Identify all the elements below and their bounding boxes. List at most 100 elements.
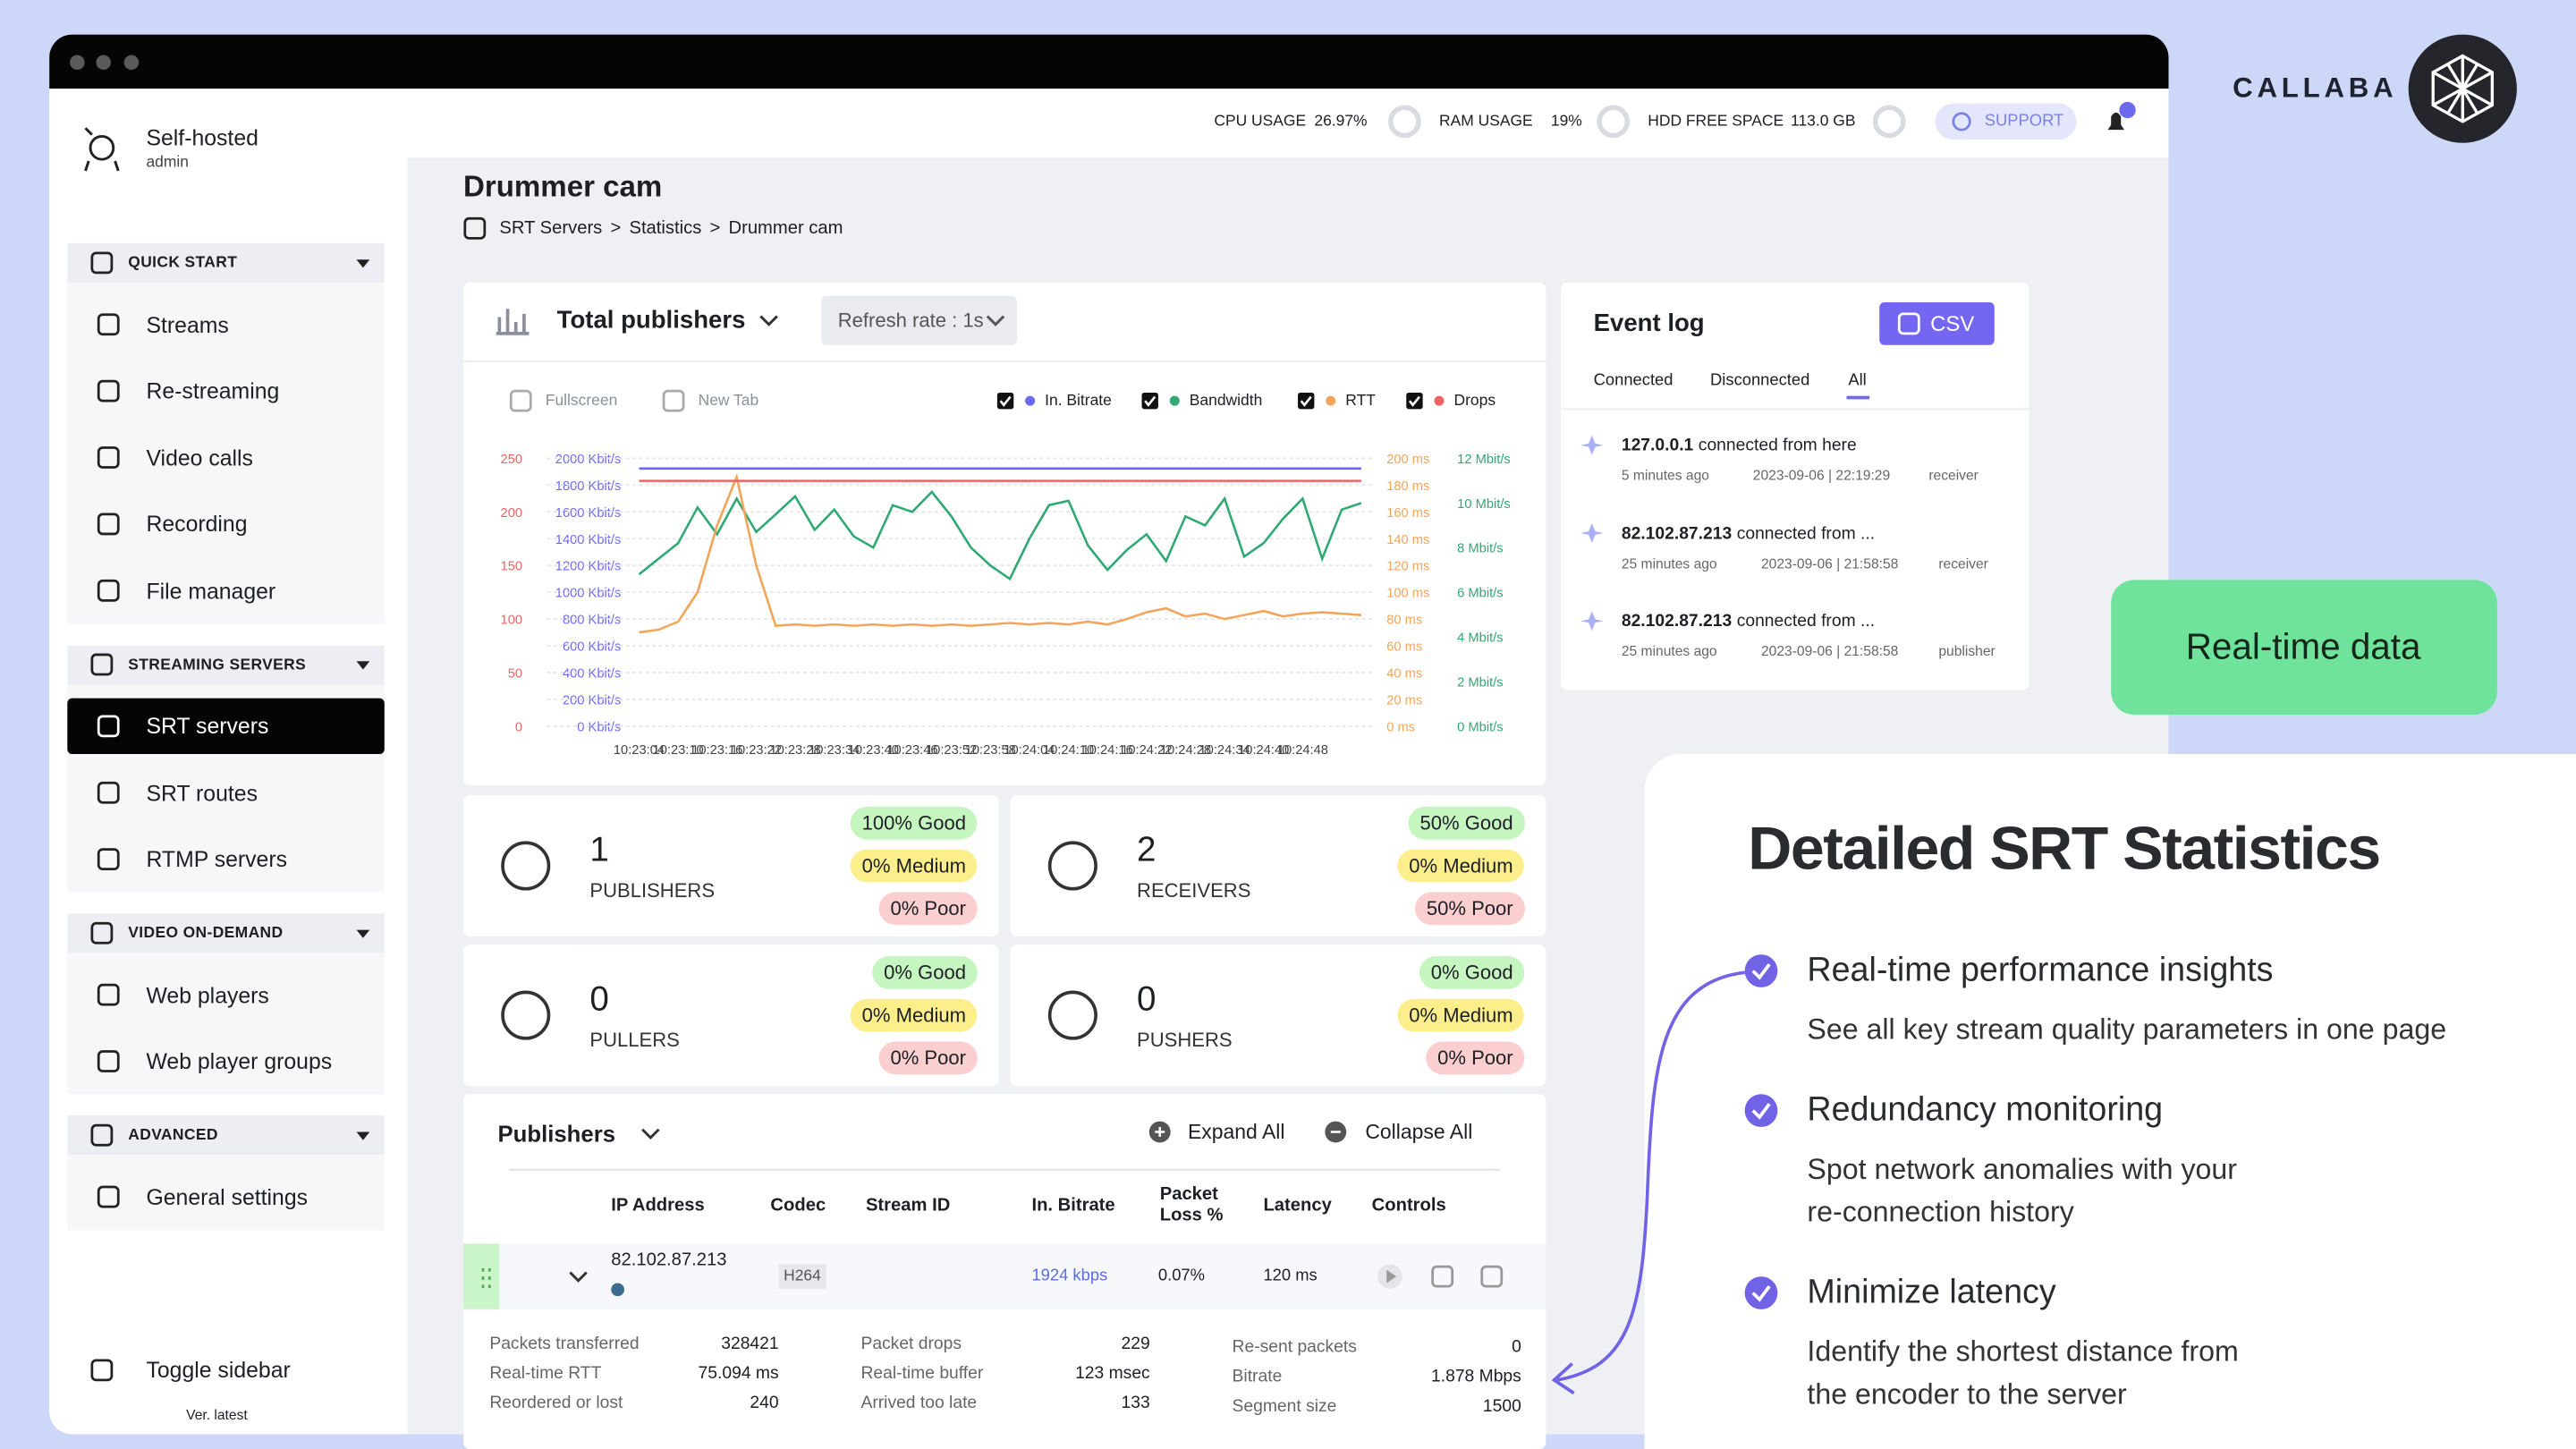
legend-label: RTT [1345, 392, 1376, 411]
section-title: QUICK START [128, 253, 238, 272]
breadcrumb: SRT Servers > Statistics > Drummer cam [499, 218, 843, 238]
detail-value: 240 [750, 1393, 779, 1413]
section-title: ADVANCED [128, 1126, 218, 1145]
event-role: receiver [1938, 554, 1988, 572]
section-items [67, 282, 385, 624]
quality-badge: 100% Good [850, 806, 978, 840]
nav-item: Recording [146, 512, 248, 537]
tick-label: 160 ms [1386, 506, 1429, 521]
x-tick-label: 10:23:22 [731, 743, 782, 758]
icon [1897, 312, 1920, 335]
brand-name: Self-hosted [146, 125, 258, 151]
caret [356, 661, 370, 670]
icon [97, 313, 120, 336]
icon [97, 1050, 120, 1072]
legend-checkbox [996, 392, 1014, 410]
icon [90, 1123, 114, 1147]
sparkle [1580, 611, 1604, 631]
event-tab: All [1848, 372, 1867, 391]
expand-all: Expand All [1187, 1120, 1285, 1144]
tick-label: 1400 Kbit/s [555, 533, 622, 547]
event-tab: Connected [1593, 372, 1674, 391]
event-time: 2023-09-06 | 21:58:58 [1760, 642, 1899, 659]
card-label: PUBLISHERS [589, 878, 716, 902]
usage-ring [1597, 105, 1631, 139]
row-loss: 0.07% [1157, 1267, 1205, 1286]
icon [97, 379, 120, 402]
feature-title: Minimize latency [1807, 1273, 2056, 1311]
tick-label: 150 [501, 560, 523, 574]
tick-label: 250 [501, 453, 523, 467]
chart-icon [496, 309, 530, 335]
breadcrumb-item[interactable]: SRT Servers [499, 218, 603, 239]
legend-checkbox [1298, 392, 1315, 410]
csv-button-label: CSV [1930, 311, 1975, 336]
event-time: 2023-09-06 | 21:58:58 [1760, 554, 1899, 572]
detail-value: 229 [1121, 1334, 1150, 1354]
support: SUPPORT [1984, 112, 2064, 131]
event-time: 2023-09-06 | 22:19:29 [1752, 466, 1891, 484]
connector-arrow [1556, 970, 1745, 1382]
event-log-panel [1560, 282, 2029, 691]
bell [2107, 112, 2124, 131]
detail-value: 123 msec [1075, 1363, 1150, 1384]
caret [356, 259, 370, 268]
breadcrumb-separator: > [709, 218, 721, 239]
chevron [986, 315, 1005, 326]
x-tick-label: 10:24:16 [1082, 743, 1133, 758]
tick-label: 60 ms [1386, 640, 1422, 655]
card-count: 0 [589, 980, 609, 1019]
detail-label: Bitrate [1232, 1367, 1283, 1387]
quality-badge: 50% Poor [1414, 892, 1525, 926]
series-line [639, 473, 1362, 634]
nav-item: RTMP servers [146, 846, 288, 872]
check-mark [1751, 1103, 1771, 1120]
detail-value: 0 [1512, 1337, 1521, 1358]
event-text: connected from ... [1736, 523, 1876, 544]
globe [611, 1283, 624, 1297]
column-header: Latency [1263, 1196, 1332, 1216]
card-icon [501, 841, 551, 891]
tick-label: 40 ms [1386, 666, 1422, 681]
icon [97, 983, 120, 1006]
realtime-label: Real-time data [2185, 625, 2421, 667]
row-handle [462, 1243, 500, 1309]
tick-label: 4 Mbit/s [1457, 631, 1503, 646]
arrow-head [1551, 1362, 1575, 1395]
event-tab: Disconnected [1710, 372, 1810, 391]
column-header: Stream ID [865, 1196, 951, 1216]
detail-label: Reordered or lost [489, 1393, 623, 1413]
drag-dots [481, 1267, 491, 1289]
publishers-title: Publishers [497, 1120, 616, 1148]
brand-wordmark: CALLABA [2233, 72, 2398, 104]
section-header [67, 242, 385, 283]
section-header [67, 913, 385, 953]
series-line [638, 489, 1362, 581]
chevron [759, 315, 778, 326]
legend-check [999, 395, 1012, 407]
icon [1431, 1265, 1454, 1288]
x-tick-label: 10:24:10 [1043, 743, 1094, 758]
breadcrumb-item[interactable]: Statistics [629, 218, 702, 239]
event-log-title: Event log [1593, 309, 1705, 338]
tick-label: 0 [515, 720, 522, 734]
card-icon [501, 990, 551, 1040]
x-tick-label: 10:23:28 [769, 743, 820, 758]
tick-label: 1600 Kbit/s [555, 506, 622, 521]
quality-badge: 0% Poor [878, 892, 978, 926]
hdd-label: HDD FREE SPACE [1648, 112, 1784, 131]
tick-label: 400 Kbit/s [563, 666, 621, 681]
column-header: Controls [1371, 1196, 1446, 1216]
icon [97, 781, 120, 804]
nav-item: Re-streaming [146, 378, 280, 403]
feature-text: Identify the shortest distance from [1807, 1335, 2239, 1368]
event-ip: 82.102.87.213 [1621, 523, 1733, 544]
brand-icon [84, 127, 120, 172]
tick-label: 8 Mbit/s [1457, 542, 1503, 556]
x-tick-label: 10:24:40 [1238, 743, 1289, 758]
expand-plus [1155, 1127, 1165, 1138]
nav-item: SRT servers [146, 714, 269, 739]
tick-label: 120 ms [1386, 560, 1429, 574]
tick-label: 140 ms [1386, 533, 1429, 547]
